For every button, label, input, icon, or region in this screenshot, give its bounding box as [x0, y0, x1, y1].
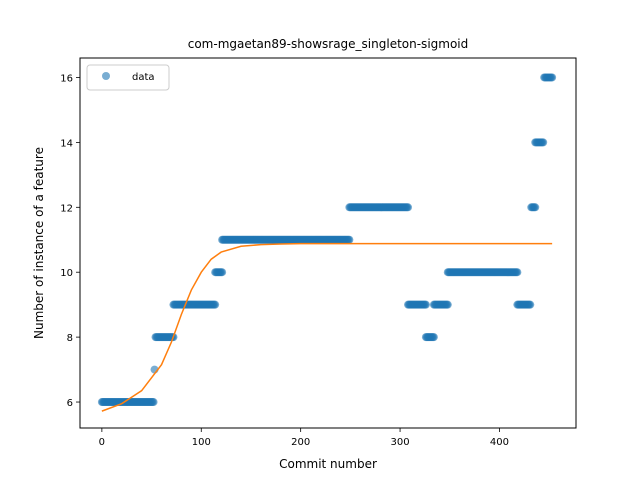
plot-area-frame — [79, 57, 577, 429]
legend-marker-data — [102, 72, 110, 80]
data-point — [548, 73, 557, 82]
y-tick-label: 16 — [60, 73, 73, 84]
data-point — [404, 203, 413, 212]
data-point — [539, 138, 548, 147]
y-tick-label: 8 — [67, 333, 73, 344]
y-tick-label: 14 — [60, 138, 73, 149]
y-axis-label: Number of instance of a feature — [32, 147, 46, 339]
x-axis-ticks: 0 100 200 300 400 — [99, 428, 509, 448]
data-point — [421, 300, 430, 309]
x-tick-label: 0 — [99, 437, 105, 448]
y-axis-ticks: 6 8 10 12 14 16 — [60, 73, 80, 409]
sigmoid-fit-line — [101, 242, 553, 412]
legend: data — [86, 64, 170, 91]
data-point — [526, 300, 535, 309]
data-point — [443, 300, 452, 309]
chart-title: com-mgaetan89-showsrage_singleton-sigmoi… — [188, 37, 469, 51]
data-point — [345, 235, 354, 244]
legend-label-data: data — [132, 72, 155, 83]
legend-box — [86, 64, 170, 91]
y-tick-label: 6 — [67, 398, 73, 409]
data-point — [513, 268, 522, 277]
data-point — [218, 268, 227, 277]
data-point — [149, 398, 158, 407]
data-point — [429, 333, 438, 342]
x-tick-label: 200 — [291, 437, 310, 448]
x-tick-label: 100 — [192, 437, 211, 448]
x-axis-label: Commit number — [279, 457, 377, 471]
y-tick-label: 12 — [60, 203, 73, 214]
data-layer — [97, 73, 557, 407]
data-point — [531, 203, 540, 212]
y-tick-label: 10 — [60, 268, 73, 279]
fit-layer — [101, 242, 553, 412]
x-tick-label: 400 — [490, 437, 509, 448]
data-point — [211, 300, 220, 309]
x-tick-label: 300 — [391, 437, 410, 448]
